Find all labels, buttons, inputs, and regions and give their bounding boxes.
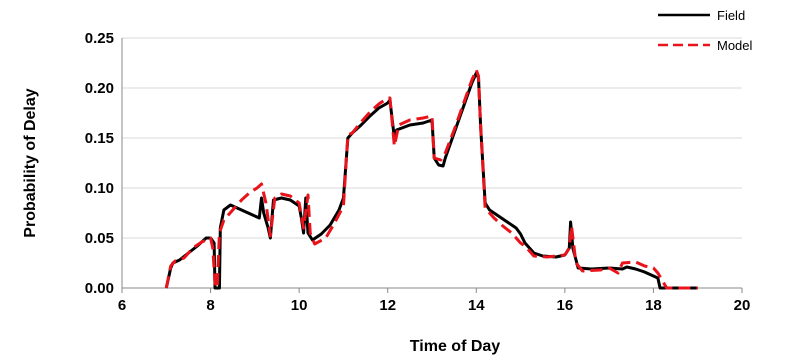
series-line-field — [164, 71, 698, 290]
x-axis-title: Time of Day — [410, 338, 501, 355]
legend-model-label: Model — [717, 38, 753, 53]
y-tick-label: 0.25 — [85, 30, 114, 47]
y-tick-label: 0.20 — [85, 80, 114, 97]
legend: Field Model — [658, 8, 753, 53]
y-tick-label: 0.05 — [85, 230, 114, 247]
legend-field-label: Field — [717, 8, 745, 23]
axes — [121, 38, 743, 293]
y-tick-labels: 0.00 0.05 0.10 0.15 0.20 0.25 — [85, 30, 114, 297]
x-tick-label: 16 — [557, 297, 574, 314]
x-tick-label: 18 — [645, 297, 662, 314]
y-axis-title: Probability of Delay — [22, 88, 39, 237]
x-tick-label: 20 — [734, 297, 751, 314]
x-tick-label: 10 — [291, 297, 308, 314]
x-tick-labels: 6 8 10 12 14 16 18 20 — [118, 297, 751, 314]
y-tick-label: 0.00 — [85, 280, 114, 297]
series-line-model — [164, 68, 698, 290]
y-tick-label: 0.15 — [85, 130, 114, 147]
y-tick-label: 0.10 — [85, 180, 114, 197]
series-layer — [164, 68, 698, 290]
x-tick-label: 8 — [206, 297, 214, 314]
x-tick-label: 12 — [379, 297, 396, 314]
x-tick-label: 14 — [468, 297, 485, 314]
x-tick-label: 6 — [118, 297, 126, 314]
